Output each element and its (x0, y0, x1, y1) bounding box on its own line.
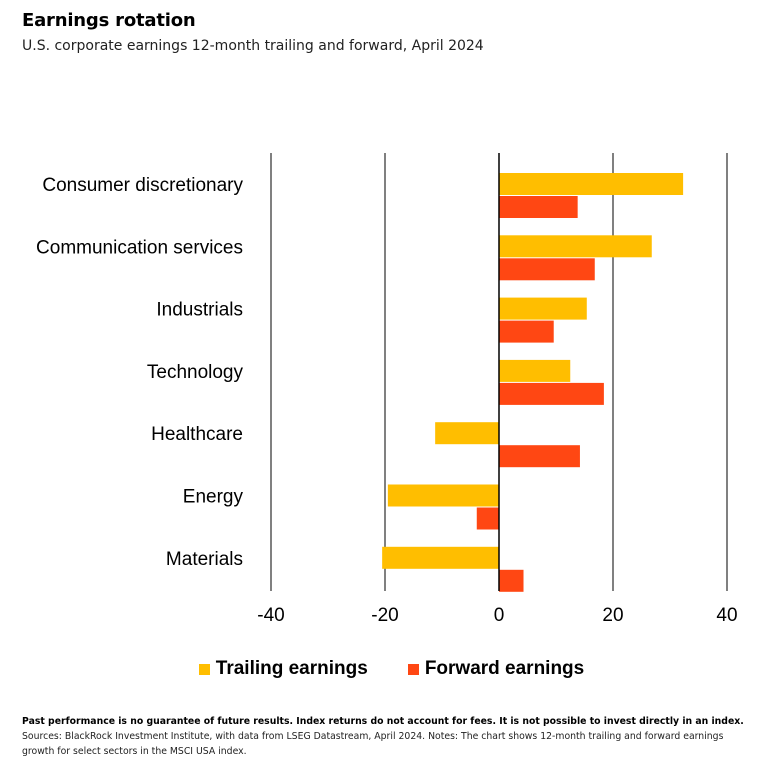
x-tick-label: -20 (371, 605, 398, 626)
category-label: Energy (183, 487, 244, 508)
trailing-bar-technology (499, 359, 571, 382)
forward-bar-healthcare (499, 445, 580, 468)
x-tick-label: -40 (257, 605, 284, 626)
legend-label-forward: Forward earnings (424, 658, 585, 679)
category-label: Healthcare (151, 424, 243, 445)
forward-bar-industrials (499, 320, 554, 343)
legend-swatch-trailing (198, 663, 210, 675)
category-label: Communication services (36, 237, 243, 258)
forward-bar-energy (476, 507, 499, 530)
category-label: Consumer discretionary (42, 175, 243, 196)
trailing-bar-industrials (499, 297, 587, 320)
bars (382, 173, 684, 592)
chart-title: Earnings rotation (22, 10, 196, 31)
trailing-bar-healthcare (435, 422, 499, 445)
chart-legend: Trailing earnings Forward earnings (0, 658, 783, 680)
footnote-sources: Sources: BlackRock Investment Institute,… (22, 731, 724, 757)
trailing-bar-communication-services (499, 235, 652, 258)
forward-bar-communication-services (499, 258, 595, 281)
legend-label-trailing: Trailing earnings (215, 658, 368, 679)
gridlines (270, 153, 728, 591)
x-tick-label: 0 (494, 605, 505, 626)
x-tick-label: 40 (716, 605, 737, 626)
category-label: Industrials (156, 300, 243, 321)
forward-bar-technology (499, 382, 604, 405)
trailing-bar-energy (387, 484, 499, 507)
legend-item-trailing: Trailing earnings (198, 658, 368, 680)
chart-subtitle: U.S. corporate earnings 12-month trailin… (22, 38, 484, 54)
footnote-disclaimer: Past performance is no guarantee of futu… (22, 716, 744, 727)
category-label: Materials (166, 549, 243, 570)
x-tick-labels: -40 -20 0 20 40 (257, 605, 737, 626)
category-labels: Consumer discretionary Communication serv… (36, 175, 243, 570)
footnote: Past performance is no guarantee of futu… (22, 714, 747, 759)
legend-swatch-forward (407, 663, 419, 675)
trailing-bar-materials (382, 546, 499, 569)
legend-item-forward: Forward earnings (407, 658, 585, 680)
bar-chart: Consumer discretionary Communication serv… (36, 153, 738, 626)
x-tick-label: 20 (602, 605, 623, 626)
forward-bar-consumer-discretionary (499, 196, 578, 218)
trailing-bar-consumer-discretionary (499, 173, 684, 195)
category-label: Technology (147, 362, 244, 383)
forward-bar-materials (499, 569, 524, 592)
